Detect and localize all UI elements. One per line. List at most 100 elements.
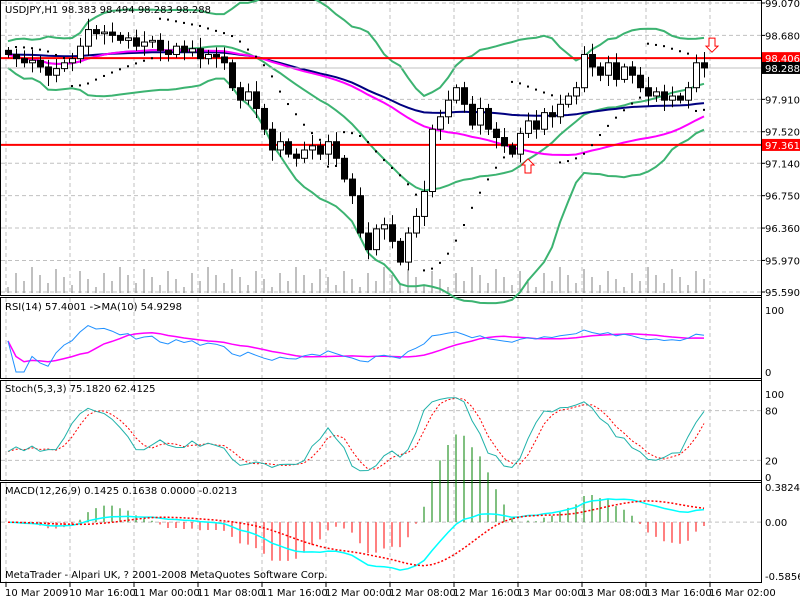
- candle-body: [325, 141, 332, 155]
- sar-dot: [695, 109, 697, 112]
- price-label: 96.750: [765, 192, 800, 203]
- candle-body: [669, 95, 676, 101]
- sar-dot: [671, 47, 673, 50]
- sar-dot: [391, 166, 393, 169]
- stoch-tick: 0: [765, 473, 771, 484]
- stochastic-panel[interactable]: [7, 397, 705, 472]
- macd-signal-line: [7, 500, 705, 567]
- sar-dot: [167, 18, 169, 21]
- candle-body: [693, 62, 700, 89]
- candle-body: [469, 103, 476, 126]
- sar-dot: [287, 103, 289, 106]
- sar-dot: [151, 57, 153, 60]
- sar-dot: [63, 57, 65, 60]
- candle-body: [13, 53, 20, 60]
- moving-average-fast: [7, 49, 705, 157]
- sar-dot: [527, 85, 529, 88]
- macd-tick: 0.3824: [765, 483, 800, 494]
- stoch-tick: 80: [765, 407, 778, 418]
- sar-dot: [87, 82, 89, 85]
- time-label: 13 Mar 16:00: [645, 588, 712, 599]
- sar-dot: [335, 164, 337, 167]
- sar-dot: [647, 42, 649, 45]
- time-label: 11 Mar 08:00: [197, 588, 264, 599]
- candle-body: [557, 103, 564, 118]
- candle-body: [205, 53, 212, 60]
- rsi-panel[interactable]: [7, 325, 705, 373]
- time-label: 12 Mar 00:00: [325, 588, 392, 599]
- candle-body: [117, 34, 124, 41]
- sar-dot: [55, 53, 57, 56]
- sar-dot: [639, 96, 641, 99]
- candle-body: [421, 191, 428, 217]
- candle-body: [213, 53, 220, 58]
- sar-dot: [71, 85, 73, 88]
- sar-dot: [543, 91, 545, 94]
- candle-body: [685, 87, 692, 101]
- macd-label: MACD(12,26,9) 0.1425 0.1638 0.0000 -0.02…: [5, 486, 237, 497]
- sar-dot: [455, 239, 457, 242]
- time-label: 13 Mar 08:00: [581, 588, 648, 599]
- sar-dot: [559, 161, 561, 164]
- candle-body: [29, 59, 36, 64]
- arrow-down-icon: [704, 37, 720, 53]
- candle-body: [485, 107, 492, 130]
- sar-dot: [39, 48, 41, 51]
- time-label: 12 Mar 08:00: [389, 588, 456, 599]
- sar-dot: [15, 46, 17, 49]
- price-panel[interactable]: [1, 0, 761, 305]
- sar-dot: [687, 52, 689, 55]
- candle-body: [357, 195, 364, 234]
- sar-dot: [367, 141, 369, 144]
- sar-dot: [103, 74, 105, 77]
- sar-dot: [471, 206, 473, 209]
- sar-dot: [551, 94, 553, 97]
- candle-body: [53, 68, 60, 76]
- sar-dot: [31, 47, 33, 50]
- candle-body: [525, 120, 532, 134]
- sar-dot: [495, 166, 497, 169]
- sar-dot: [359, 134, 361, 137]
- time-label: 10 Mar 16:00: [69, 588, 136, 599]
- candle-body: [333, 141, 340, 159]
- sar-dot: [663, 45, 665, 48]
- sar-dot: [631, 102, 633, 105]
- arrow-up-icon: [520, 158, 536, 174]
- sar-dot: [319, 138, 321, 141]
- price-tag: 98.406: [765, 54, 800, 65]
- candle-body: [141, 41, 148, 47]
- candle-body: [477, 107, 484, 126]
- sar-dot: [191, 23, 193, 26]
- current-price-bg: [762, 61, 800, 74]
- candle-body: [445, 99, 452, 118]
- sar-dot: [615, 116, 617, 119]
- symbol-header: USDJPY,H1 98.383 98.494 98.283 98.288: [5, 5, 211, 16]
- sar-dot: [487, 178, 489, 181]
- candle-body: [245, 91, 252, 101]
- candle-body: [461, 87, 468, 105]
- candle-body: [269, 128, 276, 151]
- macd-panel[interactable]: [7, 434, 705, 571]
- price-label: 97.140: [765, 159, 800, 170]
- stoch-main-line: [7, 397, 705, 472]
- sar-dot: [183, 21, 185, 24]
- time-label: 13 Mar 00:00: [517, 588, 584, 599]
- sar-dot: [215, 29, 217, 32]
- candle-body: [533, 120, 540, 130]
- sar-dot: [599, 134, 601, 137]
- candle-body: [365, 232, 372, 251]
- candle-body: [621, 66, 628, 80]
- candle-body: [629, 66, 636, 76]
- sar-dot: [703, 108, 705, 111]
- candle-body: [189, 48, 196, 53]
- candle-body: [125, 37, 132, 41]
- price-tag-bg: [762, 52, 800, 65]
- sar-dot: [399, 174, 401, 177]
- sar-dot: [79, 84, 81, 87]
- candle-body: [517, 132, 524, 155]
- sar-dot: [159, 17, 161, 20]
- rsi-tick: 100: [765, 306, 784, 317]
- sar-dot: [583, 152, 585, 155]
